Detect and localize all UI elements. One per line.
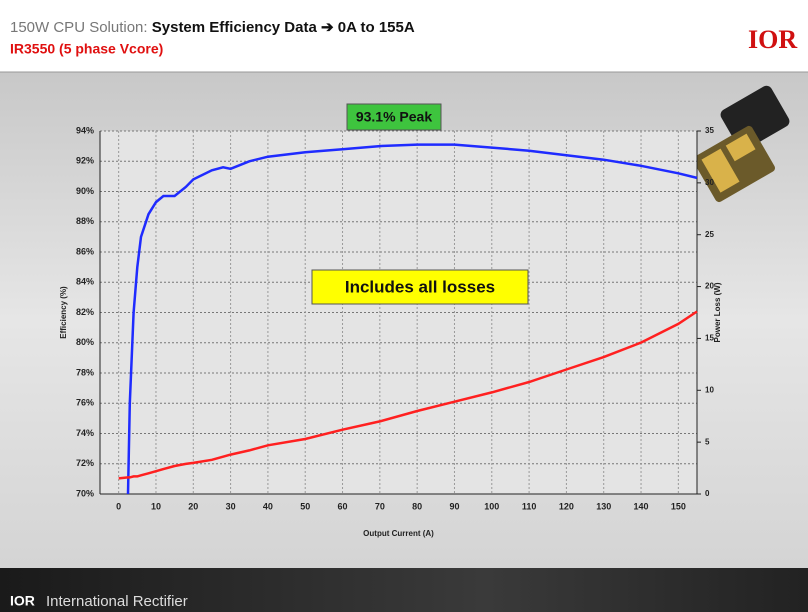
slide-subtitle: IR3550 (5 phase Vcore) bbox=[10, 41, 163, 57]
footer-text: International Rectifier bbox=[46, 593, 188, 610]
y-tick-label: 80% bbox=[76, 337, 94, 347]
y-tick-label: 94% bbox=[76, 125, 94, 135]
y-tick-label: 76% bbox=[76, 398, 94, 408]
x-tick-label: 80 bbox=[412, 501, 422, 511]
x-tick-label: 30 bbox=[226, 501, 236, 511]
y-tick-label: 84% bbox=[76, 277, 94, 287]
y2-tick-label: 5 bbox=[705, 437, 710, 446]
slide: 150W CPU Solution: System Efficiency Dat… bbox=[0, 0, 808, 612]
y-tick-label: 82% bbox=[76, 307, 94, 317]
slide-title: 150W CPU Solution: System Efficiency Dat… bbox=[10, 19, 415, 36]
y2-tick-label: 35 bbox=[705, 126, 714, 135]
y-axis-title: Efficiency (%) bbox=[59, 286, 68, 339]
y-tick-label: 70% bbox=[76, 488, 94, 498]
x-tick-label: 150 bbox=[671, 501, 686, 511]
x-tick-label: 40 bbox=[263, 501, 273, 511]
x-tick-label: 110 bbox=[522, 501, 537, 511]
x-tick-label: 130 bbox=[596, 501, 611, 511]
y-tick-label: 74% bbox=[76, 428, 94, 438]
x-tick-label: 50 bbox=[300, 501, 310, 511]
y2-axis-title: Power Loss (W) bbox=[713, 282, 722, 342]
x-tick-label: 20 bbox=[188, 501, 198, 511]
x-tick-label: 70 bbox=[375, 501, 385, 511]
annotation: Includes all losses bbox=[345, 277, 495, 296]
y-tick-label: 88% bbox=[76, 216, 94, 226]
plot: 70% 72% 74% 76% 78% 80% 82% 84% 86% 88% 90% 92% 94% 0… bbox=[59, 104, 722, 538]
y2-tick-label: 0 bbox=[705, 489, 710, 498]
x-axis-title: Output Current (A) bbox=[363, 529, 434, 538]
x-tick-label: 140 bbox=[634, 501, 649, 511]
y-tick-label: 90% bbox=[76, 186, 94, 196]
y-tick-label: 92% bbox=[76, 156, 94, 166]
y-tick-label: 72% bbox=[76, 458, 94, 468]
footer-logo: IOR bbox=[10, 593, 35, 609]
x-tick-label: 120 bbox=[559, 501, 574, 511]
x-tick-label: 10 bbox=[151, 501, 161, 511]
annotation: 93.1% Peak bbox=[356, 109, 432, 125]
y2-tick-label: 30 bbox=[705, 178, 714, 187]
y2-tick-label: 25 bbox=[705, 230, 714, 239]
y-tick-label: 78% bbox=[76, 367, 94, 377]
x-tick-label: 90 bbox=[449, 501, 459, 511]
logo: IOR bbox=[748, 25, 797, 54]
y-tick-label: 86% bbox=[76, 246, 94, 256]
x-tick-label: 100 bbox=[484, 501, 499, 511]
y2-tick-label: 10 bbox=[705, 385, 714, 394]
chart: 150W CPU Solution: System Efficiency Dat… bbox=[0, 0, 808, 612]
x-tick-label: 60 bbox=[338, 501, 348, 511]
x-tick-label: 0 bbox=[116, 501, 121, 511]
